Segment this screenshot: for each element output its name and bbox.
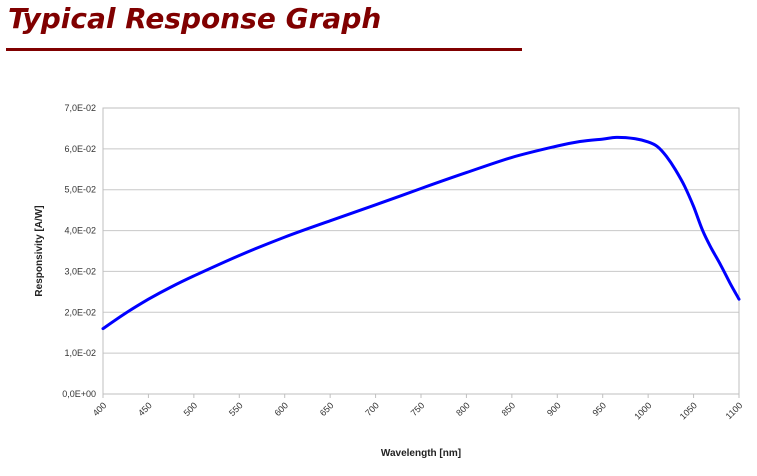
gridlines	[103, 107, 739, 395]
x-tick-label: 550	[227, 400, 245, 418]
y-tick-label: 6,0E-02	[64, 144, 96, 154]
x-tick-label: 1100	[724, 400, 745, 421]
x-tick-label: 900	[545, 400, 563, 418]
x-tick-label: 600	[272, 400, 290, 418]
x-tick-label: 400	[91, 400, 109, 418]
y-tick-label: 0,0E+00	[62, 389, 96, 399]
x-tick-label: 700	[363, 400, 381, 418]
y-tick-label: 2,0E-02	[64, 307, 96, 317]
y-tick-label: 1,0E-02	[64, 348, 96, 358]
responsivity-series-line	[101, 135, 741, 331]
x-tick-label: 650	[318, 400, 336, 418]
x-tick-label: 800	[454, 400, 472, 418]
x-tick-label: 850	[500, 400, 518, 418]
y-tick-label: 3,0E-02	[64, 266, 96, 276]
x-tick-label: 1000	[632, 400, 653, 421]
x-tick-label: 950	[590, 400, 608, 418]
x-axis-ticks: 400 450 500 550 600 650 700 750 800 850 900 950 1000…	[91, 394, 745, 422]
x-axis-title: Wavelength [nm]	[381, 448, 461, 459]
x-tick-label: 750	[409, 400, 427, 418]
x-tick-label: 500	[182, 400, 200, 418]
title-underline	[6, 48, 522, 51]
y-tick-label: 5,0E-02	[64, 185, 96, 195]
y-axis-ticks: 0,0E+00 1,0E-02 2,0E-02 3,0E-02 4,0E-02 5,0E-…	[62, 103, 96, 399]
y-tick-label: 7,0E-02	[64, 103, 96, 113]
y-tick-label: 4,0E-02	[64, 226, 96, 236]
y-axis-title: Responsivity [A/W]	[34, 205, 45, 296]
plot-area-frame	[102, 107, 740, 395]
page-title: Typical Response Graph	[8, 2, 382, 35]
x-tick-label: 1050	[678, 400, 699, 421]
x-tick-label: 450	[136, 400, 154, 418]
